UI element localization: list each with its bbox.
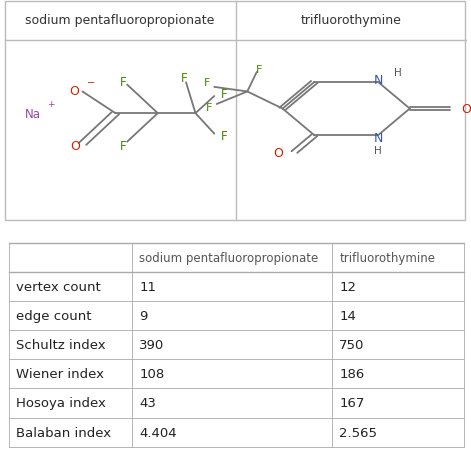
Text: vertex count: vertex count	[16, 281, 101, 293]
Text: 9: 9	[139, 309, 147, 322]
Text: Wiener index: Wiener index	[16, 368, 105, 381]
Text: F: F	[180, 72, 187, 85]
Text: N: N	[374, 132, 382, 145]
Text: sodium pentafluoropropionate: sodium pentafluoropropionate	[25, 14, 215, 27]
Text: sodium pentafluoropropionate: sodium pentafluoropropionate	[139, 251, 318, 264]
Text: Hosoya index: Hosoya index	[16, 396, 106, 410]
Text: 11: 11	[139, 281, 156, 293]
Text: F: F	[221, 88, 228, 101]
Text: +: +	[47, 100, 55, 109]
Text: 43: 43	[139, 396, 156, 410]
Text: 12: 12	[339, 281, 356, 293]
Text: 4.404: 4.404	[139, 426, 177, 439]
Text: edge count: edge count	[16, 309, 92, 322]
Text: F: F	[120, 139, 127, 152]
Text: O: O	[70, 85, 79, 97]
Text: O: O	[71, 139, 80, 152]
Text: O: O	[462, 103, 471, 116]
Text: H: H	[374, 146, 382, 156]
Text: 186: 186	[339, 368, 365, 381]
Text: Na: Na	[25, 107, 41, 120]
Text: F: F	[221, 130, 228, 143]
Text: Balaban index: Balaban index	[16, 426, 112, 439]
Text: −: −	[87, 78, 95, 88]
Text: Schultz index: Schultz index	[16, 338, 106, 351]
Text: 14: 14	[339, 309, 356, 322]
Text: 2.565: 2.565	[339, 426, 377, 439]
Text: F: F	[256, 64, 262, 74]
Text: F: F	[205, 103, 212, 113]
Text: H: H	[394, 68, 402, 78]
Text: O: O	[273, 146, 283, 159]
Text: 108: 108	[139, 368, 164, 381]
Text: trifluorothymine: trifluorothymine	[300, 14, 401, 27]
Text: trifluorothymine: trifluorothymine	[339, 251, 435, 264]
Text: 167: 167	[339, 396, 365, 410]
Text: F: F	[204, 78, 211, 88]
Text: 750: 750	[339, 338, 365, 351]
Text: N: N	[374, 74, 382, 87]
Text: F: F	[120, 75, 127, 88]
Text: 390: 390	[139, 338, 164, 351]
